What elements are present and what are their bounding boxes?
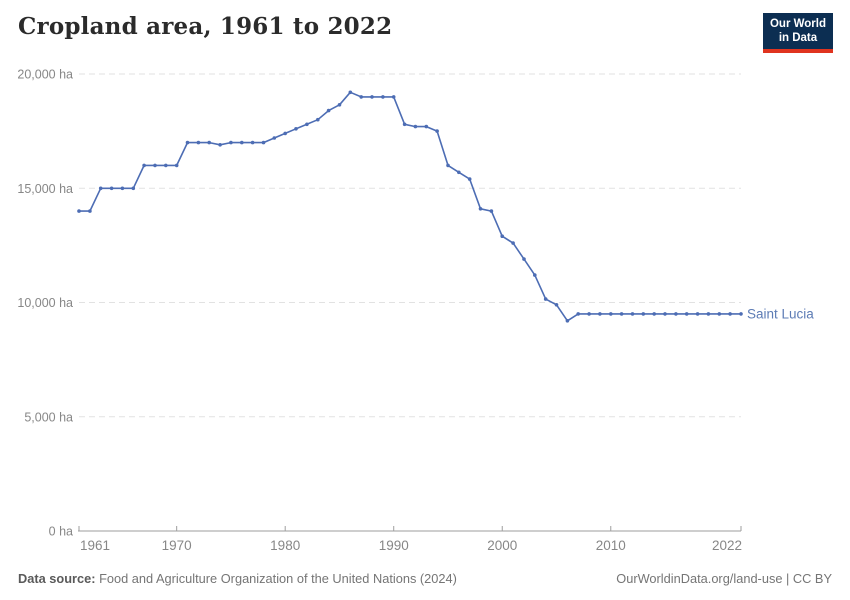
data-point[interactable] bbox=[598, 312, 602, 316]
data-source-label: Data source: bbox=[18, 571, 96, 586]
data-point[interactable] bbox=[489, 209, 494, 213]
data-point[interactable] bbox=[543, 297, 548, 301]
data-point[interactable] bbox=[619, 312, 624, 316]
y-axis-label: 20,000 ha bbox=[17, 68, 73, 82]
data-point[interactable] bbox=[250, 140, 255, 145]
data-point[interactable] bbox=[663, 312, 667, 316]
data-point[interactable] bbox=[478, 207, 483, 211]
data-point[interactable] bbox=[684, 312, 689, 316]
data-point[interactable] bbox=[359, 95, 364, 99]
x-axis-label: 1980 bbox=[270, 538, 300, 553]
data-point[interactable] bbox=[391, 95, 396, 99]
data-point[interactable] bbox=[424, 124, 429, 129]
data-source-text: Food and Agriculture Organization of the… bbox=[95, 571, 457, 586]
x-axis-label: 1990 bbox=[379, 538, 409, 553]
data-source-note: Data source: Food and Agriculture Organi… bbox=[18, 571, 457, 586]
data-point[interactable] bbox=[717, 312, 722, 316]
y-axis-label: 0 ha bbox=[49, 525, 73, 539]
data-point[interactable] bbox=[142, 163, 146, 168]
data-point[interactable] bbox=[467, 177, 472, 181]
data-point[interactable] bbox=[120, 186, 125, 191]
chart-title: Cropland area, 1961 to 2022 bbox=[18, 13, 393, 40]
x-axis-label: 1970 bbox=[162, 538, 192, 553]
data-point[interactable] bbox=[641, 312, 646, 316]
data-point[interactable] bbox=[674, 312, 678, 316]
owid-logo[interactable]: Our World in Data bbox=[762, 13, 833, 53]
data-point[interactable] bbox=[565, 319, 570, 323]
data-point[interactable] bbox=[164, 163, 168, 168]
owid-logo-line1: Our World bbox=[769, 18, 826, 30]
data-point[interactable] bbox=[305, 122, 309, 127]
data-point[interactable] bbox=[706, 312, 711, 316]
data-point[interactable] bbox=[576, 312, 580, 316]
data-point[interactable] bbox=[402, 122, 407, 127]
data-point[interactable] bbox=[316, 117, 320, 122]
data-point[interactable] bbox=[728, 312, 732, 316]
series-label[interactable]: Saint Lucia bbox=[747, 306, 814, 321]
data-point[interactable] bbox=[337, 103, 342, 107]
data-point[interactable] bbox=[587, 312, 591, 316]
data-point[interactable] bbox=[88, 209, 92, 213]
data-point[interactable] bbox=[381, 95, 385, 99]
data-point[interactable] bbox=[695, 312, 700, 316]
data-point[interactable] bbox=[522, 257, 526, 261]
data-point[interactable] bbox=[609, 312, 613, 316]
data-point[interactable] bbox=[739, 312, 743, 316]
attribution-link[interactable]: OurWorldinData.org/land-use | CC BY bbox=[616, 571, 832, 586]
y-axis-label: 10,000 ha bbox=[17, 296, 73, 310]
data-point[interactable] bbox=[533, 273, 537, 277]
trend-line[interactable] bbox=[78, 91, 742, 322]
y-axis-label: 15,000 ha bbox=[17, 182, 73, 196]
data-point[interactable] bbox=[457, 170, 461, 175]
data-point[interactable] bbox=[413, 124, 418, 129]
owid-logo-line2: in Data bbox=[778, 32, 818, 45]
x-axis-label: 1961 bbox=[80, 538, 110, 553]
data-point[interactable] bbox=[240, 140, 244, 145]
data-point[interactable] bbox=[370, 95, 374, 99]
x-axis-label: 2022 bbox=[712, 538, 742, 553]
data-point[interactable] bbox=[131, 186, 136, 191]
data-point[interactable] bbox=[196, 140, 201, 145]
data-point[interactable] bbox=[348, 90, 353, 95]
data-point[interactable] bbox=[207, 140, 211, 145]
x-axis-label: 2000 bbox=[487, 538, 517, 553]
data-point[interactable] bbox=[272, 136, 277, 140]
data-point[interactable] bbox=[554, 303, 559, 307]
data-point[interactable] bbox=[153, 163, 157, 168]
y-axis-label: 5,000 ha bbox=[24, 410, 73, 424]
data-point[interactable] bbox=[109, 186, 114, 191]
data-point[interactable] bbox=[326, 108, 331, 113]
data-point[interactable] bbox=[294, 127, 298, 131]
data-point[interactable] bbox=[500, 234, 505, 238]
data-point[interactable] bbox=[652, 312, 656, 316]
x-axis-label: 2010 bbox=[596, 538, 626, 553]
data-point[interactable] bbox=[283, 131, 288, 136]
data-point[interactable] bbox=[218, 143, 222, 147]
data-point[interactable] bbox=[174, 163, 179, 168]
data-point[interactable] bbox=[185, 140, 190, 145]
data-point[interactable] bbox=[77, 209, 81, 213]
data-point[interactable] bbox=[446, 163, 450, 168]
data-point[interactable] bbox=[511, 241, 515, 245]
chart-footer: Data source: Food and Agriculture Organi… bbox=[18, 571, 832, 586]
data-point[interactable] bbox=[435, 129, 439, 133]
data-point[interactable] bbox=[229, 140, 233, 145]
data-point[interactable] bbox=[630, 312, 635, 316]
data-point[interactable] bbox=[261, 140, 266, 145]
data-point[interactable] bbox=[98, 186, 103, 191]
